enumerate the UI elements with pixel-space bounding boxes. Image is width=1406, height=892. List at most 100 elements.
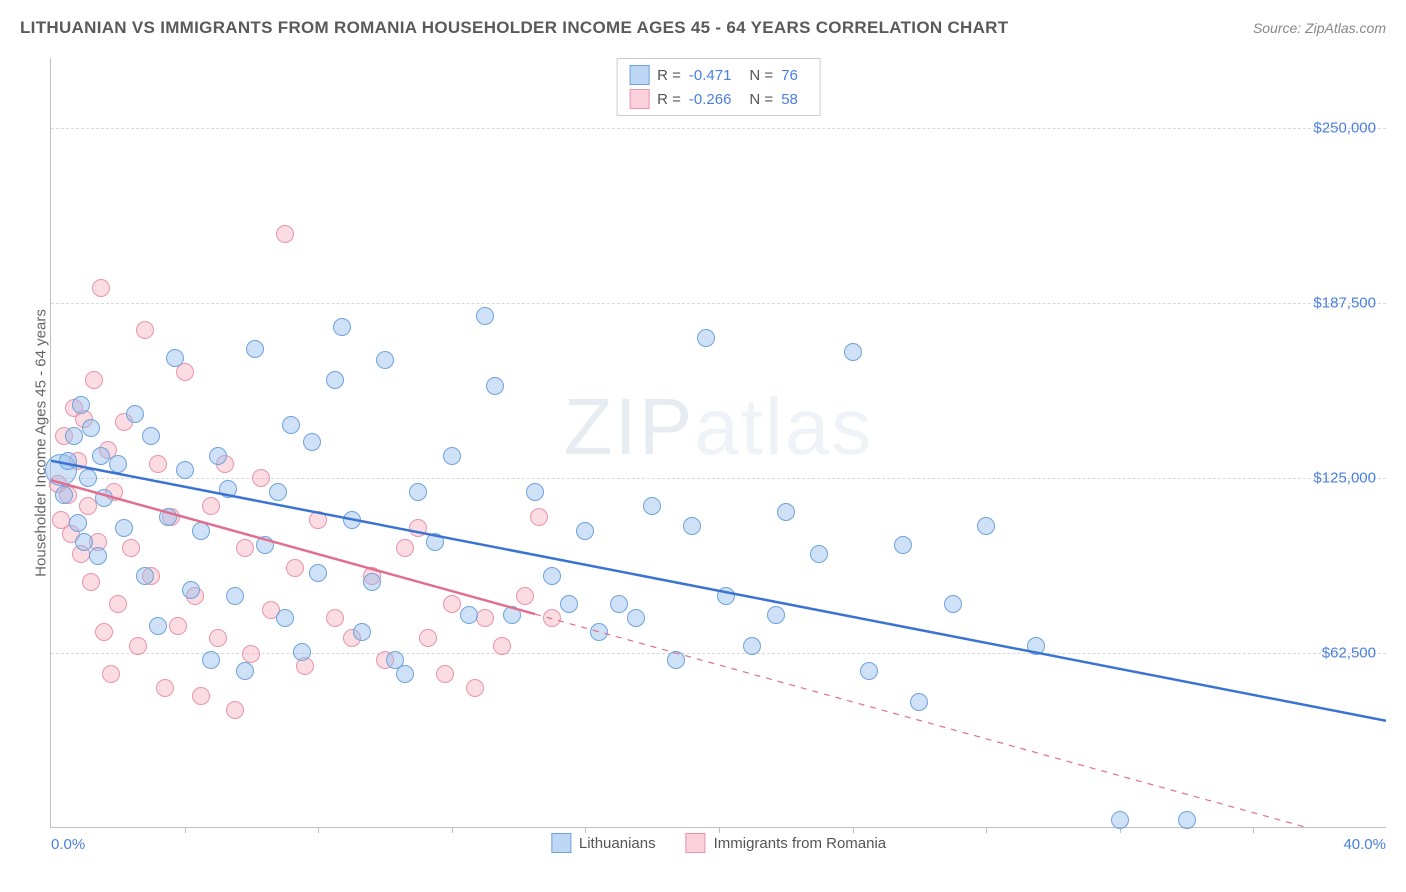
scatter-point-romania	[236, 539, 254, 557]
scatter-point-lithuanians	[443, 447, 461, 465]
scatter-point-lithuanians	[149, 617, 167, 635]
scatter-point-lithuanians	[610, 595, 628, 613]
scatter-point-lithuanians	[136, 567, 154, 585]
scatter-point-lithuanians	[142, 427, 160, 445]
scatter-point-lithuanians	[627, 609, 645, 627]
bottom-legend: Lithuanians Immigrants from Romania	[551, 833, 886, 853]
scatter-point-romania	[516, 587, 534, 605]
scatter-point-lithuanians	[166, 349, 184, 367]
scatter-point-lithuanians	[59, 452, 77, 470]
x-tick	[318, 827, 319, 833]
scatter-point-lithuanians	[353, 623, 371, 641]
scatter-point-romania	[436, 665, 454, 683]
scatter-point-lithuanians	[910, 693, 928, 711]
gridline	[51, 478, 1386, 479]
scatter-point-lithuanians	[182, 581, 200, 599]
scatter-point-lithuanians	[777, 503, 795, 521]
legend-label-lithuanians: Lithuanians	[579, 835, 656, 852]
scatter-point-lithuanians	[326, 371, 344, 389]
scatter-point-romania	[309, 511, 327, 529]
scatter-point-romania	[476, 609, 494, 627]
scatter-point-lithuanians	[810, 545, 828, 563]
scatter-point-lithuanians	[202, 651, 220, 669]
scatter-point-lithuanians	[126, 405, 144, 423]
scatter-point-lithuanians	[226, 587, 244, 605]
scatter-point-romania	[276, 225, 294, 243]
r-value-lithuanians: -0.471	[689, 67, 732, 84]
gridline	[51, 303, 1386, 304]
legend-label-romania: Immigrants from Romania	[714, 835, 887, 852]
scatter-point-lithuanians	[860, 662, 878, 680]
scatter-point-lithuanians	[95, 489, 113, 507]
source-label: Source: ZipAtlas.com	[1253, 20, 1386, 36]
scatter-point-lithuanians	[219, 480, 237, 498]
scatter-point-lithuanians	[1111, 811, 1129, 829]
scatter-point-lithuanians	[333, 318, 351, 336]
scatter-point-romania	[443, 595, 461, 613]
scatter-point-lithuanians	[55, 486, 73, 504]
scatter-point-romania	[109, 595, 127, 613]
scatter-point-lithuanians	[269, 483, 287, 501]
scatter-point-lithuanians	[1178, 811, 1196, 829]
scatter-point-lithuanians	[460, 606, 478, 624]
scatter-point-lithuanians	[409, 483, 427, 501]
scatter-point-lithuanians	[176, 461, 194, 479]
scatter-point-lithuanians	[72, 396, 90, 414]
scatter-point-romania	[129, 637, 147, 655]
scatter-point-lithuanians	[282, 416, 300, 434]
scatter-point-lithuanians	[944, 595, 962, 613]
n-value-romania: 58	[781, 91, 798, 108]
stats-legend: R = -0.471 N = 76 R = -0.266 N = 58	[616, 58, 821, 116]
scatter-point-lithuanians	[82, 419, 100, 437]
scatter-point-lithuanians	[697, 329, 715, 347]
legend-item-romania: Immigrants from Romania	[686, 833, 887, 853]
scatter-point-lithuanians	[376, 351, 394, 369]
scatter-point-lithuanians	[75, 533, 93, 551]
scatter-point-lithuanians	[246, 340, 264, 358]
scatter-point-lithuanians	[476, 307, 494, 325]
scatter-point-lithuanians	[486, 377, 504, 395]
scatter-point-lithuanians	[256, 536, 274, 554]
stats-row-romania: R = -0.266 N = 58	[629, 87, 808, 111]
scatter-point-lithuanians	[293, 643, 311, 661]
scatter-point-romania	[192, 687, 210, 705]
scatter-point-lithuanians	[236, 662, 254, 680]
n-label-2: N =	[749, 91, 773, 108]
scatter-point-romania	[242, 645, 260, 663]
watermark: ZIPatlas	[564, 381, 873, 473]
scatter-point-romania	[156, 679, 174, 697]
scatter-point-lithuanians	[590, 623, 608, 641]
scatter-point-lithuanians	[115, 519, 133, 537]
legend-item-lithuanians: Lithuanians	[551, 833, 656, 853]
scatter-point-romania	[202, 497, 220, 515]
scatter-point-romania	[326, 609, 344, 627]
scatter-point-lithuanians	[767, 606, 785, 624]
scatter-point-lithuanians	[343, 511, 361, 529]
scatter-point-lithuanians	[396, 665, 414, 683]
scatter-point-lithuanians	[159, 508, 177, 526]
y-tick-label: $250,000	[1313, 120, 1376, 137]
scatter-point-lithuanians	[667, 651, 685, 669]
scatter-point-romania	[122, 539, 140, 557]
scatter-point-romania	[82, 573, 100, 591]
x-tick	[452, 827, 453, 833]
swatch-romania-icon	[686, 833, 706, 853]
swatch-romania-icon	[629, 89, 649, 109]
scatter-point-lithuanians	[560, 595, 578, 613]
gridline	[51, 128, 1386, 129]
scatter-point-romania	[79, 497, 97, 515]
y-axis-label: Householder Income Ages 45 - 64 years	[33, 309, 50, 577]
x-tick	[185, 827, 186, 833]
n-value-lithuanians: 76	[781, 67, 798, 84]
scatter-point-romania	[85, 371, 103, 389]
stats-row-lithuanians: R = -0.471 N = 76	[629, 63, 808, 87]
scatter-point-romania	[396, 539, 414, 557]
scatter-point-romania	[543, 609, 561, 627]
trend-lines	[51, 58, 1386, 827]
scatter-point-lithuanians	[743, 637, 761, 655]
scatter-point-lithuanians	[643, 497, 661, 515]
scatter-point-romania	[286, 559, 304, 577]
trend-line-romania-dashed	[535, 614, 1386, 827]
x-tick	[986, 827, 987, 833]
scatter-point-lithuanians	[426, 533, 444, 551]
